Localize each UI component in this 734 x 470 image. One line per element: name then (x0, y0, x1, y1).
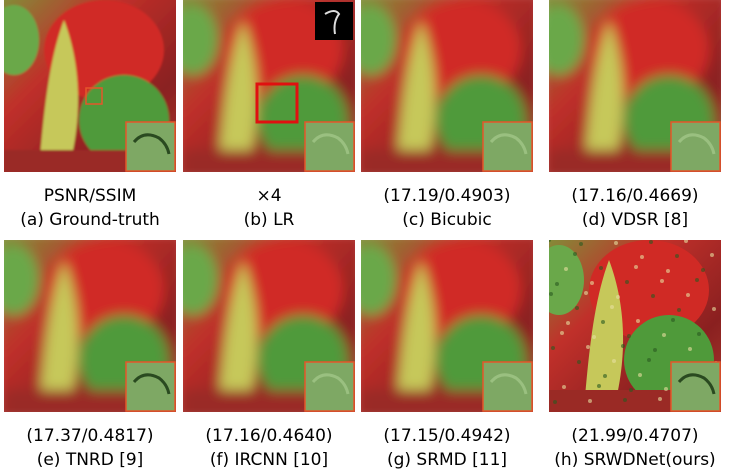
image-panel (168, 0, 365, 182)
caption: (b) LR (244, 210, 295, 230)
caption: (g) SRMD [11] (387, 450, 507, 470)
image-content (168, 0, 365, 182)
texture (584, 291, 588, 295)
texture (629, 388, 633, 392)
image-panel (534, 0, 731, 182)
texture (564, 267, 568, 271)
texture (695, 278, 699, 282)
texture (621, 344, 625, 348)
texture (547, 238, 551, 242)
texture (566, 321, 570, 325)
texture (658, 397, 662, 401)
image-panel (0, 0, 186, 182)
texture (586, 345, 590, 349)
texture (592, 335, 596, 339)
metric: (17.16/0.4669) (571, 186, 698, 206)
figure: PSNR/SSIM (a) Ground-truth ×4 (b) LR (17.19/… (0, 0, 734, 470)
image-content (168, 230, 365, 422)
texture (640, 255, 644, 259)
image-panel (346, 230, 543, 422)
image-panel (0, 230, 186, 422)
texture (551, 346, 555, 350)
texture (575, 306, 579, 310)
texture (677, 308, 681, 312)
texture (636, 319, 640, 323)
texture (653, 348, 657, 352)
metric: (17.15/0.4942) (383, 426, 510, 446)
texture (701, 268, 705, 272)
texture (710, 253, 714, 257)
caption: (a) Ground-truth (20, 210, 160, 230)
texture (549, 292, 553, 296)
texture (627, 334, 631, 338)
texture (671, 318, 675, 322)
texture (666, 269, 670, 273)
texture (688, 347, 692, 351)
texture (638, 373, 642, 377)
texture (597, 384, 601, 388)
texture (610, 305, 614, 309)
texture (577, 360, 581, 364)
caption: (h) SRWDNet(ours) (554, 450, 715, 470)
texture (560, 331, 564, 335)
image-content (534, 230, 731, 422)
texture (599, 266, 603, 270)
texture (579, 242, 583, 246)
texture (651, 294, 655, 298)
texture (686, 293, 690, 297)
texture (662, 333, 666, 337)
image-content (534, 0, 731, 182)
texture (649, 240, 653, 244)
green-pepper-left (534, 245, 584, 315)
image-panel (534, 230, 731, 422)
texture (623, 398, 627, 402)
image-content (0, 230, 186, 422)
caption: (f) IRCNN [10] (210, 450, 328, 470)
texture (664, 387, 668, 391)
metric: (17.16/0.4640) (205, 426, 332, 446)
texture (588, 399, 592, 403)
texture (647, 358, 651, 362)
texture (553, 400, 557, 404)
texture (634, 265, 638, 269)
texture (614, 241, 618, 245)
image-panel (168, 230, 365, 422)
texture (697, 332, 701, 336)
texture (601, 320, 605, 324)
kernel-bg (315, 2, 353, 40)
caption: (c) Bicubic (402, 210, 491, 230)
image-content (346, 0, 543, 182)
caption: (e) TNRD [9] (37, 450, 144, 470)
texture (555, 282, 559, 286)
caption: (d) VDSR [8] (582, 210, 688, 230)
texture (675, 254, 679, 258)
texture (684, 239, 688, 243)
texture (573, 252, 577, 256)
metric: PSNR/SSIM (44, 186, 137, 206)
image-content (346, 230, 543, 422)
texture (562, 385, 566, 389)
green-pepper-left (534, 5, 584, 75)
image-panel (346, 0, 543, 182)
texture (590, 281, 594, 285)
texture (625, 280, 629, 284)
metric: (17.19/0.4903) (383, 186, 510, 206)
image-content (0, 0, 186, 182)
metric: ×4 (256, 186, 281, 206)
texture (712, 307, 716, 311)
texture (660, 279, 664, 283)
metric: (17.37/0.4817) (26, 426, 153, 446)
texture (612, 359, 616, 363)
metric: (21.99/0.4707) (571, 426, 698, 446)
texture (603, 374, 607, 378)
texture (616, 295, 620, 299)
